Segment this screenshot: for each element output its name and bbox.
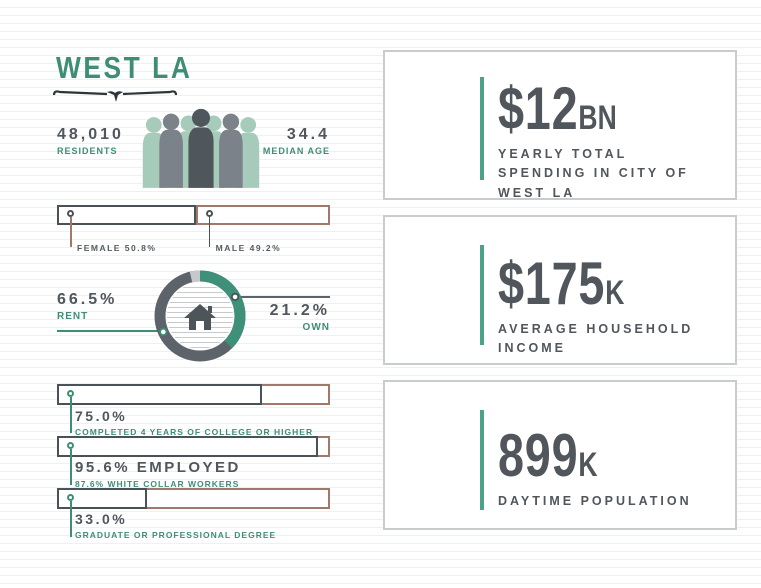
rent-value: 66.5% [57, 291, 118, 308]
college-bar-rest [261, 384, 330, 405]
card-accent-bar [480, 77, 484, 180]
employed-bar-rest [317, 436, 330, 457]
own-label: OWN [302, 322, 330, 333]
graduate-stat: 33.0% GRADUATE OR PROFESSIONAL DEGREE [75, 511, 276, 540]
people-group-icon [142, 108, 260, 188]
card-accent-bar [480, 245, 484, 345]
card-yearly-spending: $12BN YEARLY TOTAL SPENDING IN CITY OF W… [383, 50, 737, 200]
median-age-value: 34.4 [286, 126, 330, 143]
page-title: WEST LA [56, 50, 193, 85]
housing-donut-chart [154, 270, 246, 362]
graduate-bar-fill [57, 488, 148, 537]
graduate-label: GRADUATE OR PROFESSIONAL DEGREE [75, 530, 277, 540]
residents-value: 48,010 [57, 126, 124, 143]
own-callout-line [235, 296, 330, 298]
graduate-bar-rest [147, 488, 330, 509]
decorative-bracket [52, 90, 178, 102]
employed-value: 95.6% EMPLOYED [75, 459, 241, 476]
employed-label: 87.6% WHITE COLLAR WORKERS [75, 479, 240, 489]
gender-bar-male: MALE 49.2% [195, 205, 330, 253]
own-pin-icon [231, 292, 240, 301]
spending-label: YEARLY TOTAL SPENDING IN CITY OF WEST LA [498, 147, 689, 200]
college-bar-fill [57, 384, 262, 433]
rent-stat: 66.5% RENT [57, 291, 117, 322]
gender-bar-female: FEMALE 50.8% [57, 205, 196, 253]
residents-stat: 48,010 RESIDENTS [57, 126, 124, 156]
residents-label: RESIDENTS [57, 146, 118, 156]
population-value: 899K [498, 422, 598, 489]
graduate-bar-chart [57, 488, 330, 537]
graduate-pin-icon [67, 494, 87, 540]
female-label: FEMALE 50.8% [77, 243, 157, 253]
card-daytime-population: 899K DAYTIME POPULATION [383, 380, 737, 530]
card-accent-bar [480, 410, 484, 510]
employed-bar-fill [57, 436, 318, 485]
rent-callout-line [57, 330, 164, 332]
own-value: 21.2% [269, 302, 330, 319]
income-value: $175K [498, 250, 625, 317]
graduate-value: 33.0% [75, 511, 128, 527]
employed-bar-chart [57, 436, 330, 485]
rent-label: RENT [57, 311, 89, 322]
college-value: 75.0% [75, 408, 128, 424]
income-label: AVERAGE HOUSEHOLD INCOME [498, 322, 694, 356]
median-age-stat: 34.4 MEDIAN AGE [250, 126, 330, 156]
college-label: COMPLETED 4 YEARS OF COLLEGE OR HIGHER [75, 427, 314, 437]
gender-bar-chart: FEMALE 50.8% MALE 49.2% [57, 205, 330, 253]
employed-stat: 95.6% EMPLOYED 87.6% WHITE COLLAR WORKER… [75, 459, 241, 489]
rent-pin-icon [159, 327, 168, 337]
college-stat: 75.0% COMPLETED 4 YEARS OF COLLEGE OR HI… [75, 408, 313, 437]
college-pin-icon [67, 390, 87, 436]
population-label: DAYTIME POPULATION [498, 494, 692, 508]
card-household-income: $175K AVERAGE HOUSEHOLD INCOME [383, 215, 737, 365]
median-age-label: MEDIAN AGE [262, 146, 330, 156]
house-icon [184, 304, 216, 330]
college-bar-chart [57, 384, 330, 433]
employed-pin-icon [67, 442, 87, 488]
own-stat: 21.2% OWN [250, 302, 330, 333]
spending-value: $12BN [498, 75, 617, 142]
male-label: MALE 49.2% [215, 243, 282, 253]
